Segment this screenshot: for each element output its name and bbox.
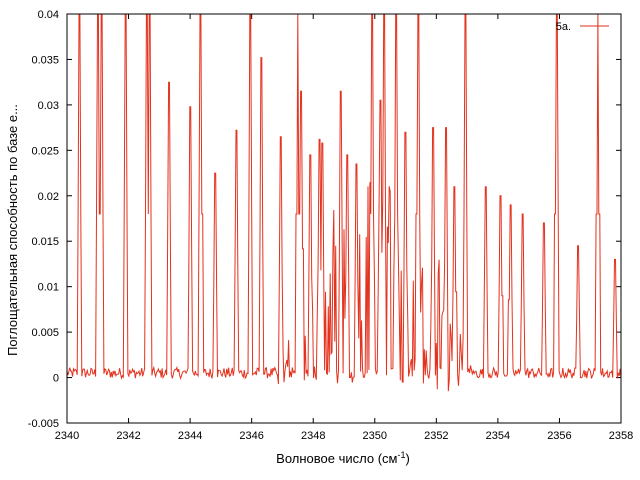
y-tick-label: 0.015 [31,236,59,248]
x-tick-label: 2348 [301,430,325,442]
x-axis-label-tail: ) [406,451,410,466]
plot-frame [66,13,622,424]
x-axis-ticks: 2340 2342 2344 2346 2348 2350 2352 2354 2356 2358 [55,14,633,442]
y-tick-label: 0 [53,373,59,385]
y-tick-label: 0.02 [38,191,59,203]
legend-label: 5a. [556,21,571,33]
y-axis-ticks: -0.005 0 0.005 0.01 0.015 0.02 0.025 0.03 0.035 0… [28,9,621,430]
x-tick-label: 2346 [239,430,263,442]
x-axis-label: Волновое число (см-1) [276,450,410,466]
x-tick-label: 2356 [547,430,571,442]
x-tick-label: 2342 [116,430,140,442]
y-tick-label: 0.025 [31,145,59,157]
series-line-5a [67,14,621,392]
y-tick-label: 0.04 [38,9,59,21]
x-tick-label: 2350 [363,430,387,442]
y-tick-label: 0.035 [31,54,59,66]
y-tick-label: -0.005 [28,418,59,430]
x-tick-label: 2354 [486,430,510,442]
x-axis-label-superscript: -1 [397,450,405,460]
x-tick-label: 2340 [55,430,79,442]
y-axis-label: Поглощательная способность по базе е... [5,104,20,356]
legend: 5a. [556,21,609,33]
x-axis-label-text: Волновое число (см [276,451,397,466]
y-tick-label: 0.005 [31,327,59,339]
x-tick-label: 2358 [609,430,633,442]
plot-data-area [67,14,621,392]
x-tick-label: 2352 [424,430,448,442]
y-tick-label: 0.03 [38,100,59,112]
y-tick-label: 0.01 [38,282,59,294]
x-tick-label: 2344 [178,430,202,442]
